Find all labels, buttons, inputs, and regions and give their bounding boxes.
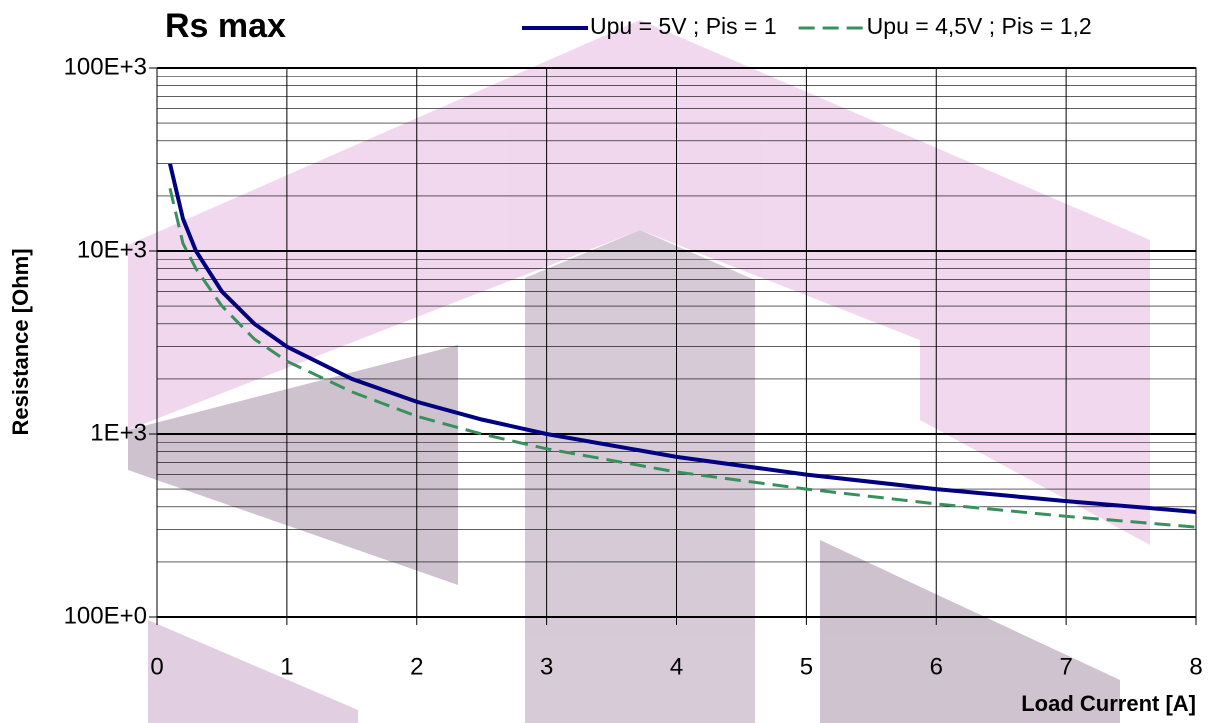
x-tick-label: 0 [150, 653, 163, 680]
page: Rs max Load Current [A] Resistance [Ohm]… [0, 0, 1210, 723]
x-tick-label: 3 [540, 653, 553, 680]
y-axis-label: Resistance [Ohm] [8, 248, 33, 435]
x-tick-label: 8 [1189, 653, 1202, 680]
x-tick-label: 2 [410, 653, 423, 680]
x-tick-label: 7 [1059, 653, 1072, 680]
x-tick-label: 1 [280, 653, 293, 680]
x-tick-label: 4 [670, 653, 683, 680]
y-tick-label: 10E+3 [77, 236, 147, 263]
legend-label: Upu = 4,5V ; Pis = 1,2 [867, 13, 1092, 39]
x-tick-label: 6 [930, 653, 943, 680]
x-tick-label: 5 [800, 653, 813, 680]
y-tick-label: 100E+0 [64, 602, 147, 629]
x-axis-label: Load Current [A] [1021, 691, 1196, 716]
y-tick-label: 1E+3 [90, 419, 147, 446]
chart-title: Rs max [165, 7, 286, 45]
legend-label: Upu = 5V ; Pis = 1 [590, 13, 777, 39]
chart: Rs max Load Current [A] Resistance [Ohm]… [0, 0, 1210, 723]
y-tick-label: 100E+3 [64, 53, 147, 80]
